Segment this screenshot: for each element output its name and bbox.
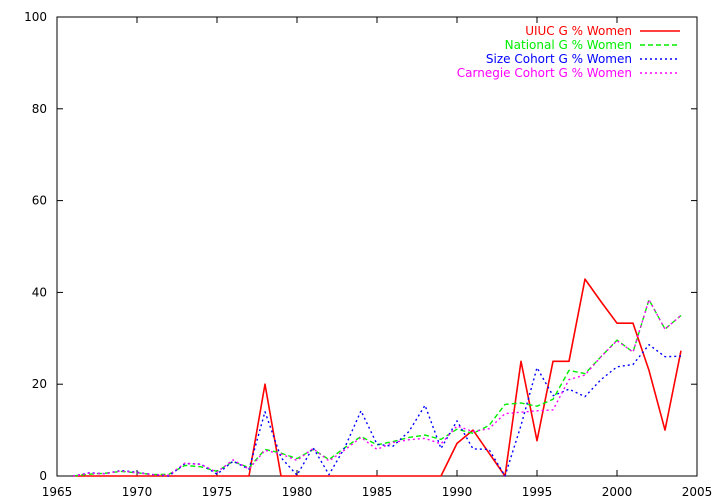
x-tick-label: 1985 — [362, 485, 393, 499]
x-tick-label: 1975 — [202, 485, 233, 499]
x-tick-label: 1990 — [442, 485, 473, 499]
y-tick-label: 80 — [32, 102, 47, 116]
series-line-3 — [72, 299, 682, 477]
x-tick-label: 1970 — [122, 485, 153, 499]
series-line-2 — [72, 344, 682, 477]
axis-tick-labels: 1965 1970 1975 1980 1985 1990 1995 2000 2005 0 20 4… — [24, 10, 712, 499]
x-tick-label: 1965 — [42, 485, 73, 499]
y-tick-label: 20 — [32, 377, 47, 391]
series-line-1 — [72, 299, 682, 477]
x-tick-label: 2000 — [602, 485, 633, 499]
y-tick-label: 100 — [24, 10, 47, 24]
legend-label-3: Carnegie Cohort G % Women — [457, 66, 632, 80]
series-layer — [72, 278, 682, 477]
y-tick-label: 0 — [39, 469, 47, 483]
legend-label-0: UIUC G % Women — [525, 24, 632, 38]
axis-ticks — [56, 16, 698, 477]
x-tick-label: 1980 — [282, 485, 313, 499]
x-tick-label: 2005 — [682, 485, 713, 499]
x-tick-label: 1995 — [522, 485, 553, 499]
y-tick-label: 60 — [32, 194, 47, 208]
series-line-0 — [73, 278, 682, 477]
y-tick-label: 40 — [32, 285, 47, 299]
legend-label-2: Size Cohort G % Women — [486, 52, 632, 66]
plot-frame — [56, 16, 698, 477]
legend-label-1: National G % Women — [505, 38, 632, 52]
